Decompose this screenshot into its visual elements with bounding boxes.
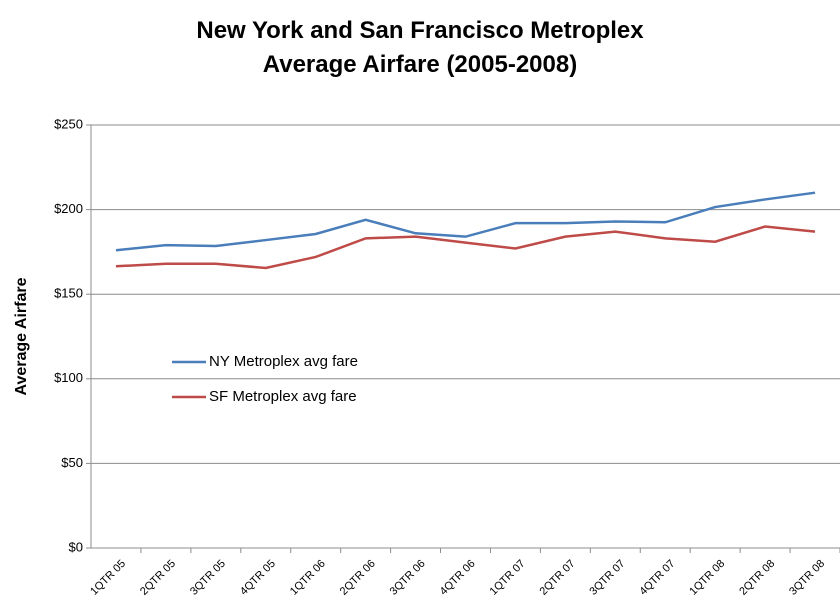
x-tick-label: 3QTR 08 [787,558,827,598]
x-tick-label: 3QTR 05 [188,558,228,598]
x-tick-label: 1QTR 08 [687,558,727,598]
x-tick-label: 1QTR 06 [288,558,328,598]
series-line [115,225,816,270]
x-tick-label: 2QTR 06 [338,558,378,598]
x-tick-label: 1QTR 07 [488,558,528,598]
x-tick-label: 4QTR 07 [637,558,677,598]
series-line [115,191,816,252]
legend-label: NY Metroplex avg fare [209,353,358,370]
chart-title: New York and San Francisco Metroplex Ave… [196,17,644,78]
y-tick-label: $200 [54,201,83,216]
x-tick-label: 2QTR 07 [537,558,577,598]
x-tick-label: 3QTR 07 [587,558,627,598]
y-tick-label: $150 [54,286,83,301]
y-tick-label: $50 [61,455,83,470]
x-tick-label: 3QTR 06 [388,558,428,598]
x-tick-label: 2QTR 08 [737,558,777,598]
y-tick-label: $0 [69,539,83,554]
y-tick-label: $250 [54,116,83,131]
y-axis-label: Average Airfare [13,277,30,395]
x-tick-label: 1QTR 05 [88,558,128,598]
x-tick-label: 2QTR 05 [138,558,178,598]
y-tick-label: $100 [54,370,83,385]
x-tick-label: 4QTR 06 [438,558,478,598]
x-tick-label: 4QTR 05 [238,558,278,598]
legend-label: SF Metroplex avg fare [209,388,357,405]
